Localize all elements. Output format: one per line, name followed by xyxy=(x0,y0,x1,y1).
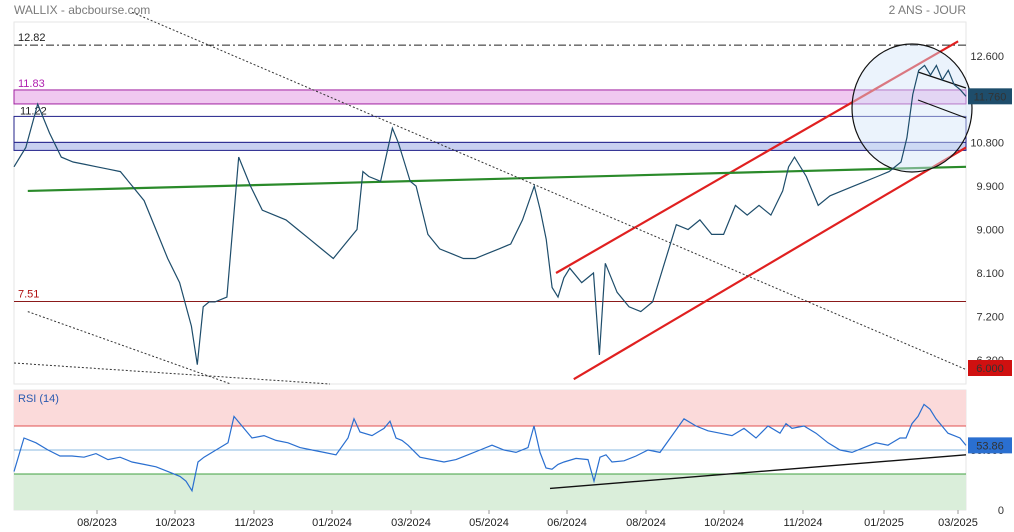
trendline-green-trend xyxy=(27,165,967,193)
rsi-oversold-zone xyxy=(14,474,966,510)
x-tick-label: 08/2023 xyxy=(77,517,117,529)
rsi-series-line xyxy=(13,403,967,493)
support-zone-blue xyxy=(13,141,967,151)
chart-source-title: WALLIX - abcbourse.com xyxy=(14,3,151,17)
y-tick-label: 9.000 xyxy=(976,225,1004,237)
x-tick-label: 03/2024 xyxy=(391,517,431,529)
x-tick-label: 03/2025 xyxy=(938,517,978,529)
trendline-dotted-down-2 xyxy=(27,311,231,385)
level-label-7-51: 7.51 xyxy=(18,288,39,300)
x-tick-label: 08/2024 xyxy=(626,517,666,529)
level-label-11-83: 11.83 xyxy=(18,78,45,90)
last-price-label: 11.760 xyxy=(974,91,1007,103)
y-tick-label: 9.900 xyxy=(976,181,1004,193)
rsi-support-trendline xyxy=(549,454,967,490)
trendline-dotted-short xyxy=(13,362,331,385)
highlight-ellipse xyxy=(851,43,973,173)
rsi-title: RSI (14) xyxy=(18,393,59,405)
trendline-dotted-down-1 xyxy=(132,11,967,370)
low-price-label: 6.000 xyxy=(976,363,1004,375)
chart-period-label: 2 ANS - JOUR xyxy=(888,3,966,17)
x-tick-label: 05/2024 xyxy=(469,517,509,529)
x-tick-label: 10/2024 xyxy=(704,517,744,529)
low-price-badge xyxy=(968,360,1012,376)
x-tick-label: 11/2023 xyxy=(235,517,274,529)
x-tick-label: 01/2024 xyxy=(312,517,352,529)
flag-line-bottom xyxy=(917,99,967,119)
x-tick-label: 06/2024 xyxy=(547,517,587,529)
last-price-badge xyxy=(968,88,1012,105)
rsi-y-tick-label: 0 xyxy=(998,505,1004,517)
trendline-channel-upper xyxy=(555,40,959,274)
y-tick-label: 7.200 xyxy=(976,311,1004,323)
rsi-last-badge xyxy=(968,437,1012,454)
y-tick-label: 10.800 xyxy=(970,138,1004,150)
price-panel-frame xyxy=(13,21,967,385)
y-tick-label: 12.600 xyxy=(970,51,1004,63)
x-tick-label: 11/2024 xyxy=(784,517,823,529)
level-label-12-82: 12.82 xyxy=(18,32,46,44)
price-series-line xyxy=(13,64,967,365)
rsi-overbought-zone xyxy=(14,390,966,426)
resistance-zone-11-83 xyxy=(13,89,967,105)
x-tick-label: 01/2025 xyxy=(864,517,904,529)
rsi-last-label: 53.86 xyxy=(976,440,1004,452)
y-tick-label: 8.100 xyxy=(976,268,1004,280)
x-tick-label: 10/2023 xyxy=(155,517,195,529)
trendline-channel-lower xyxy=(573,146,967,381)
